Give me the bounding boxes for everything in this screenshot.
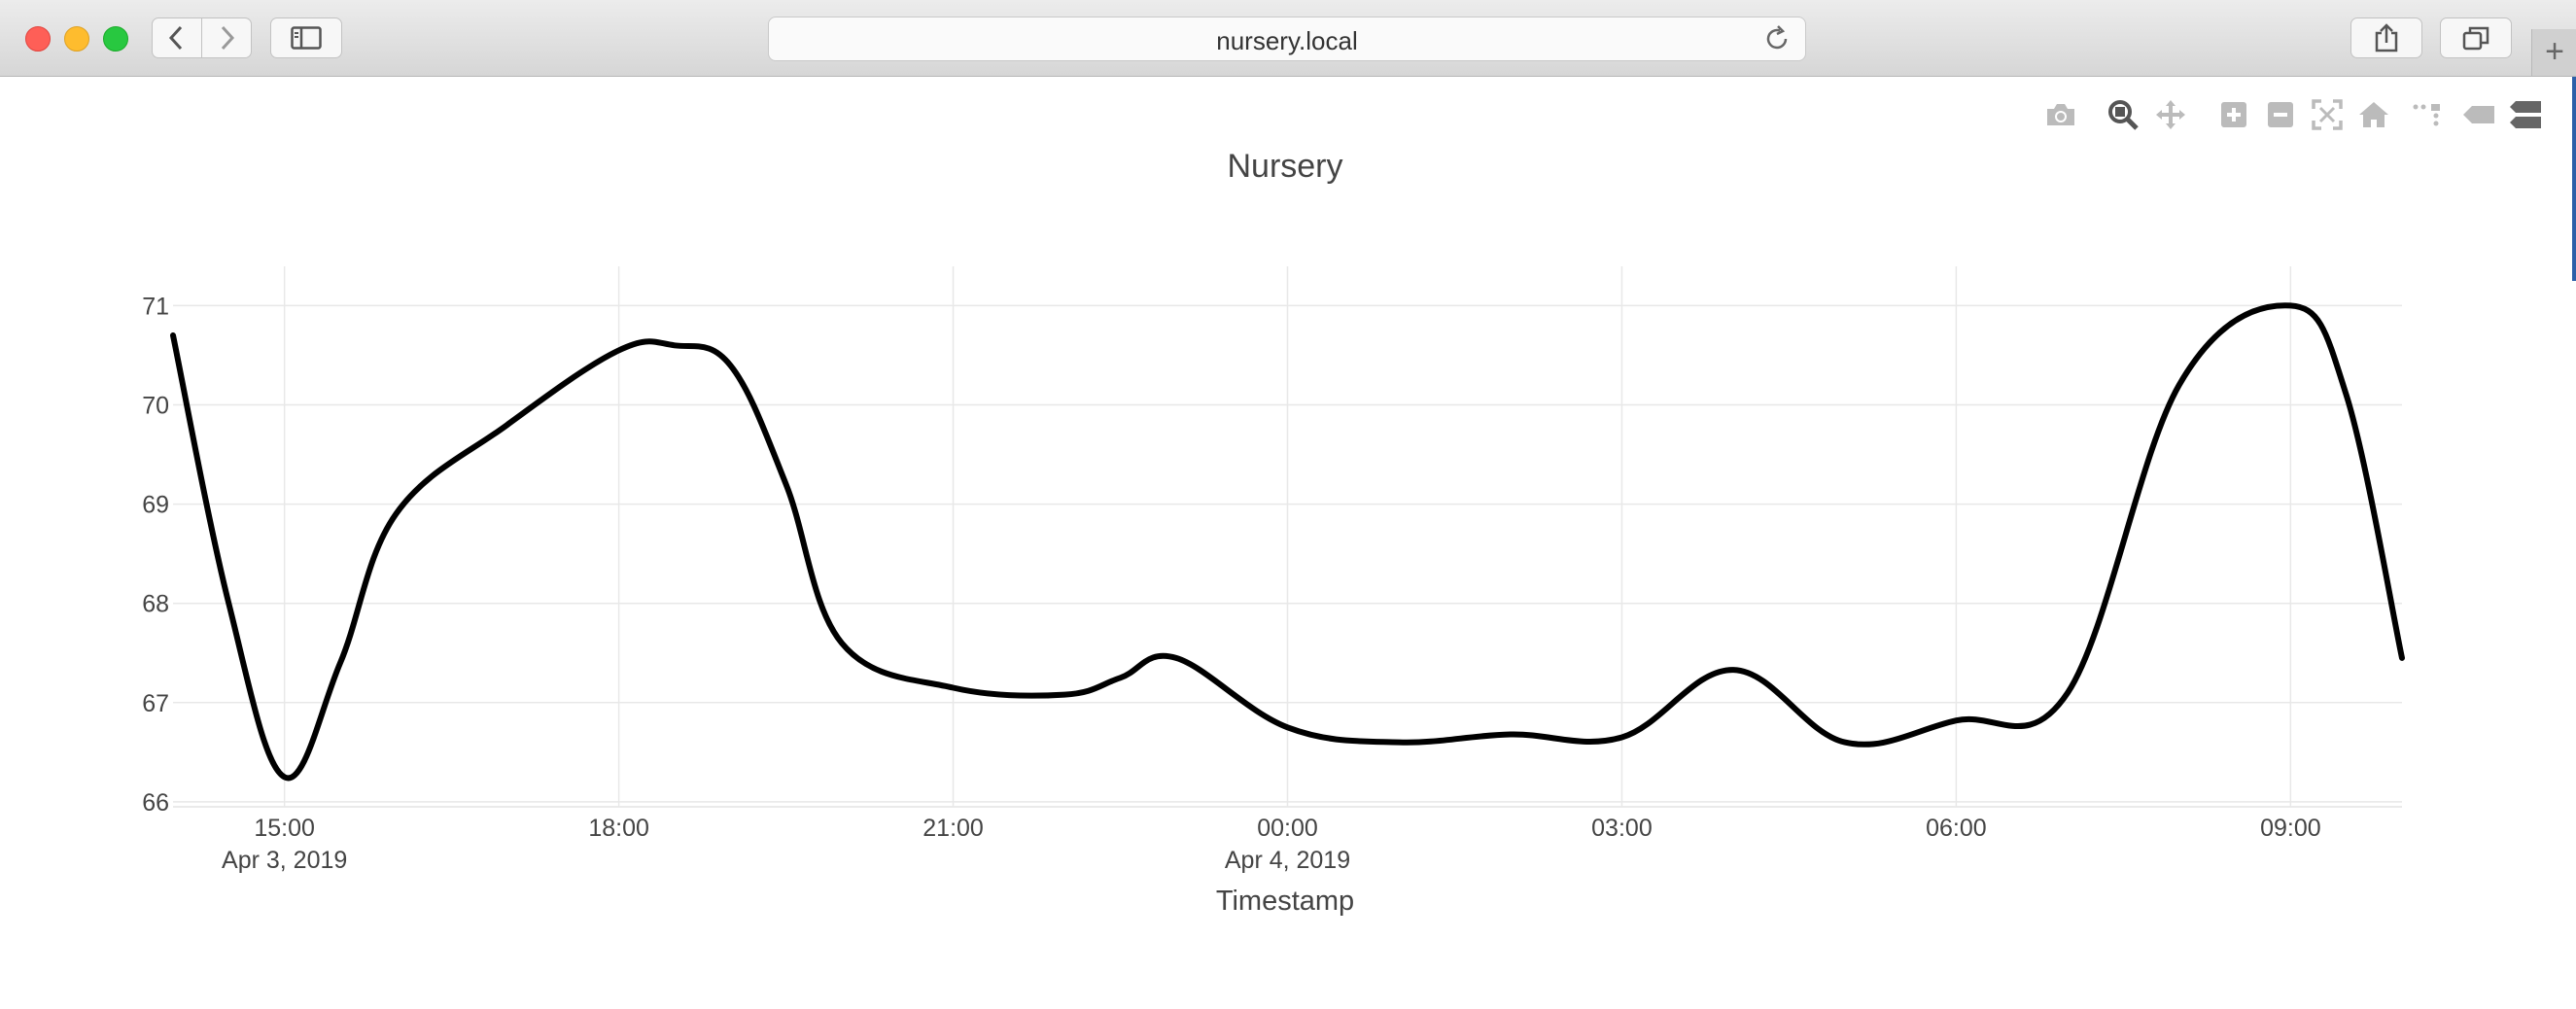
address-bar[interactable]: nursery.local <box>768 17 1806 61</box>
zoom-out-icon <box>2268 102 2293 127</box>
x-tick-label: 18:00 <box>588 815 649 842</box>
y-tick-label: 71 <box>142 293 169 320</box>
zoom-out-button[interactable] <box>2261 93 2300 136</box>
y-tick-label: 66 <box>142 789 169 817</box>
x-tick-date-label: Apr 4, 2019 <box>1225 847 1350 874</box>
hover-compare-button[interactable] <box>2506 93 2545 136</box>
sidebar-button[interactable] <box>270 17 342 58</box>
spike-lines-icon <box>2413 104 2440 126</box>
share-icon <box>2375 23 2398 52</box>
x-tick-label: 15:00 <box>254 815 315 842</box>
back-icon <box>168 25 183 51</box>
x-axis-title: Timestamp <box>1216 886 1354 917</box>
y-tick-label: 67 <box>142 690 169 717</box>
back-button[interactable] <box>152 17 202 58</box>
tabs-button[interactable] <box>2440 17 2512 58</box>
autoscale-button[interactable] <box>2308 93 2347 136</box>
zoom-in-button[interactable] <box>2214 93 2253 136</box>
chart-modebar <box>2041 93 2557 136</box>
url-text: nursery.local <box>1216 26 1358 55</box>
new-tab-button[interactable]: + <box>2531 29 2576 76</box>
window-edge-accent <box>2572 77 2576 281</box>
y-tick-label: 68 <box>142 591 169 618</box>
zoom-button[interactable] <box>2104 93 2142 136</box>
tabs-icon <box>2462 26 2489 51</box>
forward-icon <box>221 25 235 51</box>
hover-closest-icon <box>2463 106 2494 123</box>
line-chart[interactable]: Nursery 66 67 68 69 70 71 15:00 Apr 3, 2019 18:… <box>0 77 2576 1009</box>
close-window-button[interactable] <box>25 26 51 52</box>
spike-lines-button[interactable] <box>2409 93 2448 136</box>
zoom-in-icon <box>2221 102 2246 127</box>
share-button[interactable] <box>2350 17 2422 58</box>
forward-button[interactable] <box>201 17 252 58</box>
x-tick-label: 21:00 <box>922 815 984 842</box>
y-tick-label: 70 <box>142 393 169 420</box>
temperature-series-line[interactable] <box>170 302 2405 782</box>
hover-closest-button[interactable] <box>2459 93 2498 136</box>
x-axis-ticks: 15:00 Apr 3, 2019 18:00 21:00 00:00 Apr 4, 20… <box>222 815 2321 874</box>
camera-icon <box>2047 104 2074 125</box>
pan-button[interactable] <box>2151 93 2190 136</box>
autoscale-icon <box>2312 99 2343 130</box>
browser-titlebar: nursery.local + <box>0 0 2576 77</box>
y-axis-ticks: 66 67 68 69 70 71 <box>142 293 169 816</box>
x-gridlines <box>283 266 2292 807</box>
reset-axes-button[interactable] <box>2354 93 2393 136</box>
hover-compare-icon <box>2510 101 2541 128</box>
minimize-window-button[interactable] <box>64 26 89 52</box>
new-tab-icon: + <box>2545 33 2564 70</box>
pan-icon <box>2156 100 2185 129</box>
maximize-window-button[interactable] <box>103 26 128 52</box>
reset-axes-icon <box>2359 102 2388 127</box>
reload-icon[interactable] <box>1762 24 1792 53</box>
download-png-button[interactable] <box>2041 93 2080 136</box>
x-tick-label: 09:00 <box>2260 815 2321 842</box>
x-tick-label: 06:00 <box>1926 815 1987 842</box>
chart-title: Nursery <box>1227 148 1342 185</box>
zoom-icon <box>2108 100 2139 130</box>
x-tick-label: 03:00 <box>1591 815 1653 842</box>
y-tick-label: 69 <box>142 492 169 519</box>
x-tick-label: 00:00 <box>1257 815 1318 842</box>
x-tick-date-label: Apr 3, 2019 <box>222 847 347 874</box>
sidebar-icon <box>291 26 322 50</box>
